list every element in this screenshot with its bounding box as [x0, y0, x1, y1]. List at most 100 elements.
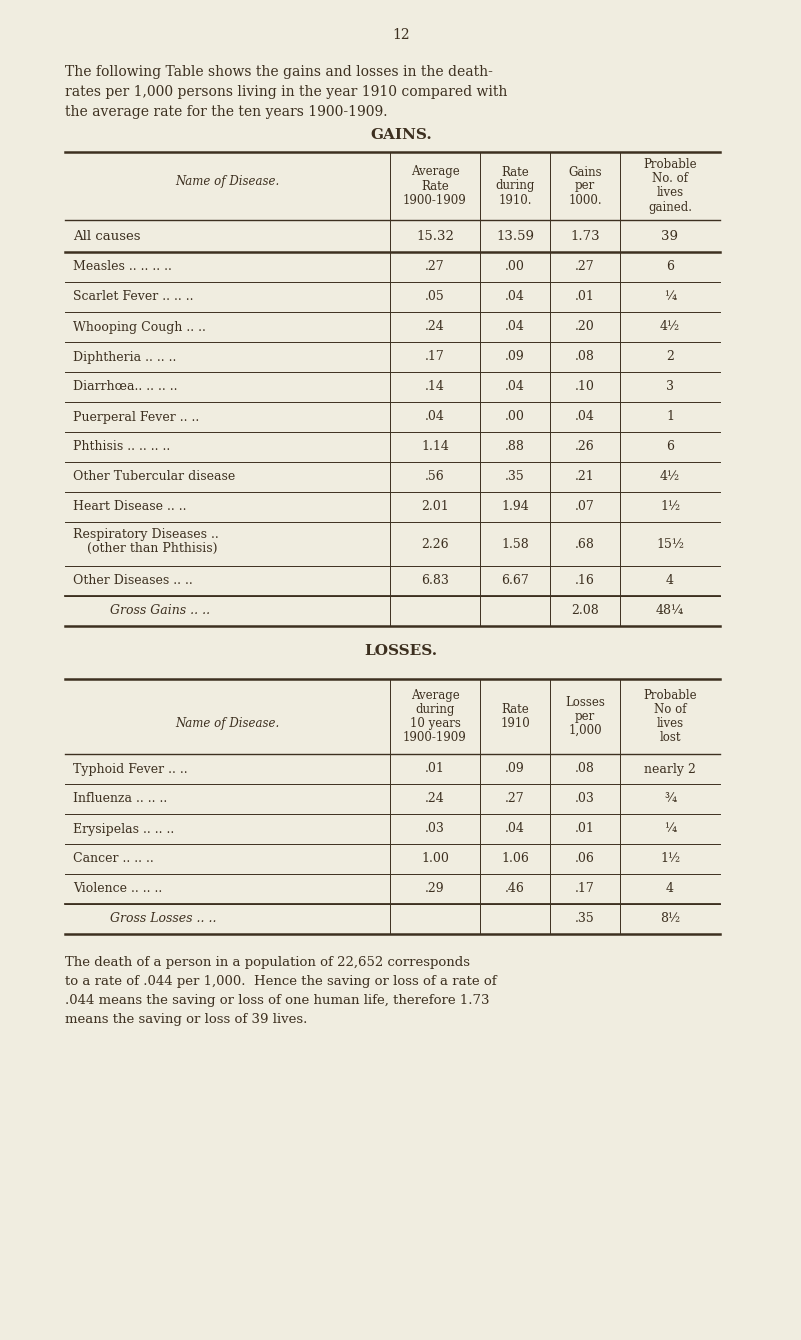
Text: Name of Disease.: Name of Disease.: [175, 717, 279, 730]
Text: gained.: gained.: [648, 201, 692, 213]
Text: ¼: ¼: [664, 291, 676, 303]
Text: per: per: [575, 180, 595, 193]
Text: .16: .16: [575, 575, 595, 587]
Text: .044 means the saving or loss of one human life, therefore 1.73: .044 means the saving or loss of one hum…: [65, 994, 489, 1006]
Text: 2.26: 2.26: [421, 537, 449, 551]
Text: Probable: Probable: [643, 689, 697, 702]
Text: Rate: Rate: [421, 180, 449, 193]
Text: Other Tubercular disease: Other Tubercular disease: [73, 470, 235, 484]
Text: ¼: ¼: [664, 823, 676, 836]
Text: Measles .. .. .. ..: Measles .. .. .. ..: [73, 260, 172, 273]
Text: .01: .01: [425, 762, 445, 776]
Text: GAINS.: GAINS.: [370, 129, 432, 142]
Text: .06: .06: [575, 852, 595, 866]
Text: .01: .01: [575, 823, 595, 836]
Text: ¾: ¾: [664, 792, 676, 805]
Text: Average: Average: [411, 166, 460, 178]
Text: 1.14: 1.14: [421, 441, 449, 453]
Text: .88: .88: [505, 441, 525, 453]
Text: 4: 4: [666, 575, 674, 587]
Text: .24: .24: [425, 792, 445, 805]
Text: .03: .03: [575, 792, 595, 805]
Text: to a rate of .044 per 1,000.  Hence the saving or loss of a rate of: to a rate of .044 per 1,000. Hence the s…: [65, 976, 497, 988]
Text: 15.32: 15.32: [416, 229, 454, 243]
Text: The following Table shows the gains and losses in the death-: The following Table shows the gains and …: [65, 66, 493, 79]
Text: .10: .10: [575, 381, 595, 394]
Text: 1,000: 1,000: [568, 724, 602, 737]
Text: 4½: 4½: [660, 470, 680, 484]
Text: (other than Phthisis): (other than Phthisis): [87, 541, 218, 555]
Text: .46: .46: [505, 883, 525, 895]
Text: during: during: [495, 180, 535, 193]
Text: .24: .24: [425, 320, 445, 334]
Text: .04: .04: [425, 410, 445, 423]
Text: 1½: 1½: [660, 852, 680, 866]
Text: 4½: 4½: [660, 320, 680, 334]
Text: Heart Disease .. ..: Heart Disease .. ..: [73, 501, 187, 513]
Text: 12: 12: [392, 28, 410, 42]
Text: per: per: [575, 710, 595, 724]
Text: 2.01: 2.01: [421, 501, 449, 513]
Text: .56: .56: [425, 470, 445, 484]
Text: 1½: 1½: [660, 501, 680, 513]
Text: .04: .04: [575, 410, 595, 423]
Text: .00: .00: [505, 260, 525, 273]
Text: .27: .27: [505, 792, 525, 805]
Text: Diarrhœa.. .. .. ..: Diarrhœa.. .. .. ..: [73, 381, 178, 394]
Text: Influenza .. .. ..: Influenza .. .. ..: [73, 792, 167, 805]
Text: No of: No of: [654, 704, 686, 716]
Text: .01: .01: [575, 291, 595, 303]
Text: Rate: Rate: [501, 166, 529, 178]
Text: Rate: Rate: [501, 704, 529, 716]
Text: .05: .05: [425, 291, 445, 303]
Text: 10 years: 10 years: [409, 717, 461, 730]
Text: .14: .14: [425, 381, 445, 394]
Text: Respiratory Diseases ..: Respiratory Diseases ..: [73, 528, 219, 541]
Text: .27: .27: [425, 260, 445, 273]
Text: 1910.: 1910.: [498, 193, 532, 206]
Text: 1: 1: [666, 410, 674, 423]
Text: The death of a person in a population of 22,652 corresponds: The death of a person in a population of…: [65, 955, 470, 969]
Text: 1.06: 1.06: [501, 852, 529, 866]
Text: .04: .04: [505, 823, 525, 836]
Text: Gross Losses .. ..: Gross Losses .. ..: [110, 913, 216, 926]
Text: Other Diseases .. ..: Other Diseases .. ..: [73, 575, 193, 587]
Text: 1.00: 1.00: [421, 852, 449, 866]
Text: 2: 2: [666, 351, 674, 363]
Text: lives: lives: [657, 186, 683, 200]
Text: .04: .04: [505, 291, 525, 303]
Text: 1000.: 1000.: [568, 193, 602, 206]
Text: Gains: Gains: [568, 166, 602, 178]
Text: 15½: 15½: [656, 537, 684, 551]
Text: .09: .09: [505, 762, 525, 776]
Text: the average rate for the ten years 1900-1909.: the average rate for the ten years 1900-…: [65, 105, 388, 119]
Text: .03: .03: [425, 823, 445, 836]
Text: 6.67: 6.67: [501, 575, 529, 587]
Text: .04: .04: [505, 320, 525, 334]
Text: .21: .21: [575, 470, 595, 484]
Text: rates per 1,000 persons living in the year 1910 compared with: rates per 1,000 persons living in the ye…: [65, 84, 507, 99]
Text: .00: .00: [505, 410, 525, 423]
Text: .08: .08: [575, 351, 595, 363]
Text: means the saving or loss of 39 lives.: means the saving or loss of 39 lives.: [65, 1013, 308, 1026]
Text: .35: .35: [575, 913, 595, 926]
Text: 13.59: 13.59: [496, 229, 534, 243]
Text: lost: lost: [659, 732, 681, 744]
Text: Violence .. .. ..: Violence .. .. ..: [73, 883, 163, 895]
Text: Puerperal Fever .. ..: Puerperal Fever .. ..: [73, 410, 199, 423]
Text: Diphtheria .. .. ..: Diphtheria .. .. ..: [73, 351, 176, 363]
Text: 1900-1909: 1900-1909: [403, 732, 467, 744]
Text: 48¼: 48¼: [656, 604, 684, 618]
Text: 1.58: 1.58: [501, 537, 529, 551]
Text: Typhoid Fever .. ..: Typhoid Fever .. ..: [73, 762, 187, 776]
Text: 39: 39: [662, 229, 678, 243]
Text: 1900-1909: 1900-1909: [403, 193, 467, 206]
Text: Gross Gains .. ..: Gross Gains .. ..: [110, 604, 210, 618]
Text: lives: lives: [657, 717, 683, 730]
Text: .68: .68: [575, 537, 595, 551]
Text: Probable: Probable: [643, 158, 697, 172]
Text: Phthisis .. .. .. ..: Phthisis .. .. .. ..: [73, 441, 171, 453]
Text: 1.94: 1.94: [501, 501, 529, 513]
Text: .07: .07: [575, 501, 595, 513]
Text: 1910: 1910: [500, 717, 530, 730]
